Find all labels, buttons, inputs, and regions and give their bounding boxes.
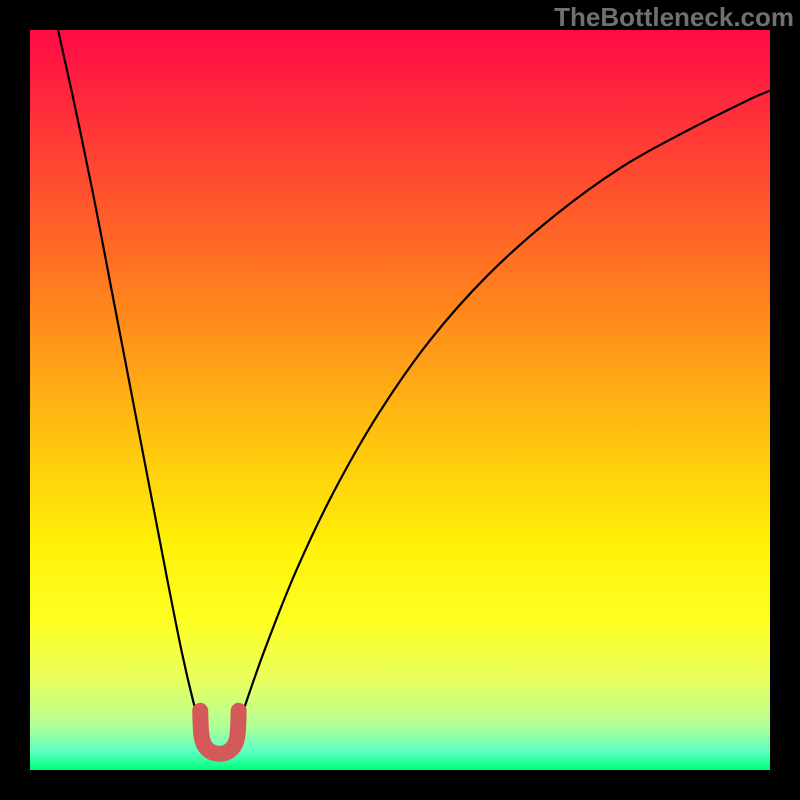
watermark-text: TheBottleneck.com — [554, 2, 794, 33]
curve-left-branch — [58, 30, 200, 726]
plot-area — [30, 30, 770, 770]
chart-frame: TheBottleneck.com — [0, 0, 800, 800]
valley-marker — [200, 711, 238, 754]
curve-right-branch — [239, 91, 770, 726]
curve-overlay-svg — [30, 30, 770, 770]
